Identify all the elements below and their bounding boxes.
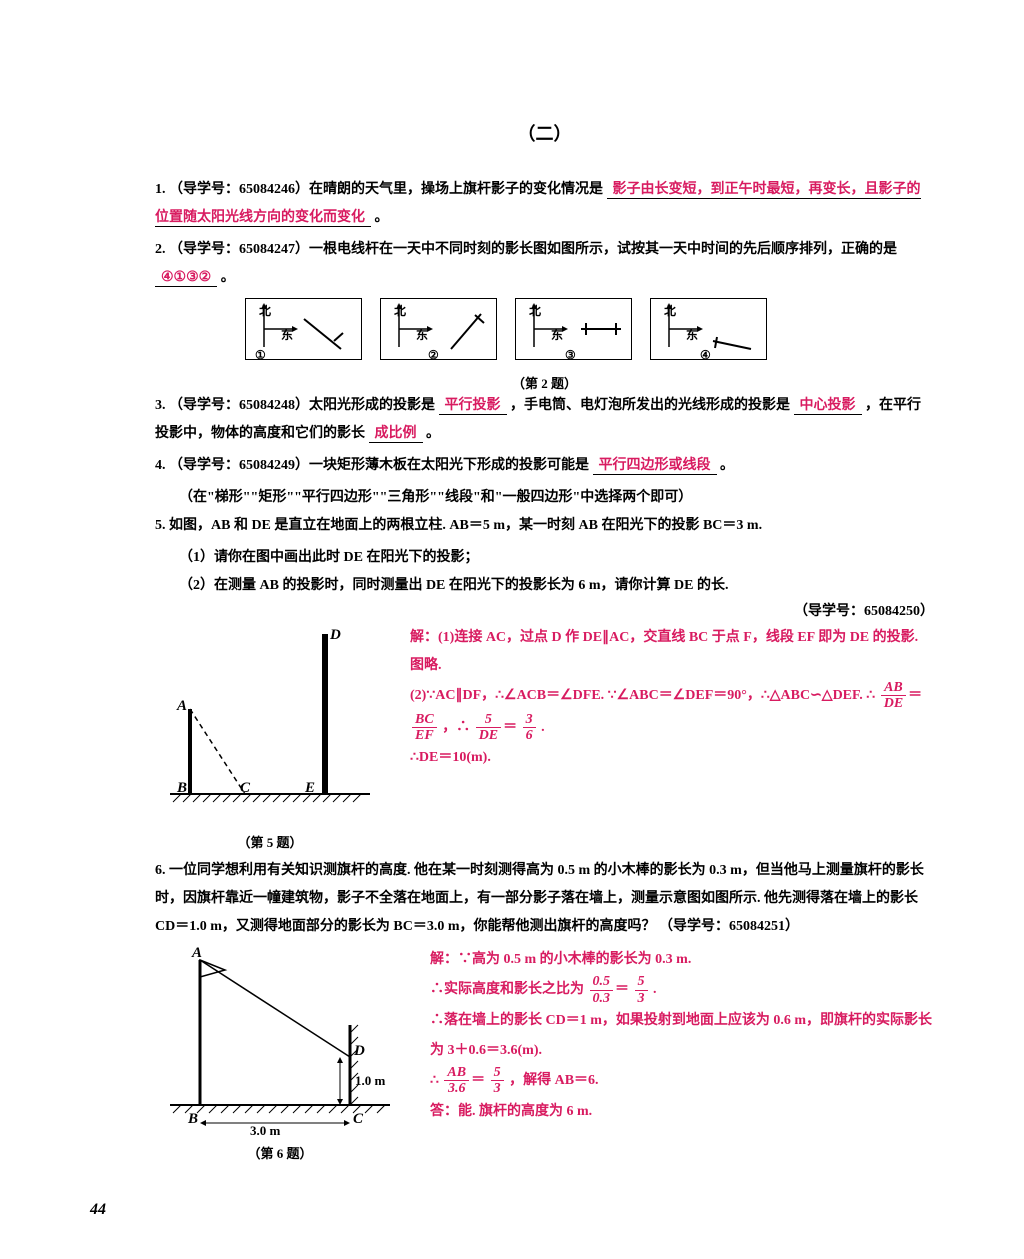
f2n: BC bbox=[412, 712, 437, 728]
question-2: 2. （导学号：65084247）一根电线杆在一天中不同时刻的影长图如图所示，试… bbox=[155, 236, 934, 292]
q6-caption: （第 6 题） bbox=[155, 1143, 405, 1162]
f3n: 5 bbox=[476, 712, 501, 728]
q6-body: A B C D 1.0 m 3.0 m （第 6 题） 解：∵高为 0.5 m … bbox=[155, 945, 934, 1162]
f3d: DE bbox=[476, 728, 501, 743]
svg-text:A: A bbox=[191, 945, 202, 961]
q5-sol2: (2)∵AC∥DF，∴∠ACB＝∠DFE. ∵∠ABC＝∠DEF＝90°，∴△A… bbox=[410, 680, 934, 744]
q5-sol3: ∴DE＝10(m). bbox=[410, 744, 934, 772]
q5-figure: A B C E D （第 5 题） bbox=[155, 624, 385, 851]
svg-text:3.0 m: 3.0 m bbox=[250, 1123, 281, 1135]
q6-solution: 解：∵高为 0.5 m 的小木棒的影长为 0.3 m. ∴实际高度和影长之比为 … bbox=[430, 945, 934, 1162]
page: （二） 1. （导学号：65084246）在晴朗的天气里，操场上旗杆影子的变化情… bbox=[0, 0, 1024, 1259]
f1n: AB bbox=[881, 680, 906, 696]
q6-sol4a: ∴ bbox=[430, 1073, 439, 1088]
q5-sol1: 解：(1)连接 AC，过点 D 作 DE∥AC，交直线 BC 于点 F，线段 E… bbox=[410, 624, 934, 680]
f4n: 3 bbox=[523, 712, 536, 728]
diag2-svg bbox=[381, 299, 496, 359]
svg-text:1.0 m: 1.0 m bbox=[355, 1073, 386, 1088]
q5-B: B bbox=[176, 780, 187, 796]
q5-ref: （导学号：65084250） bbox=[155, 600, 934, 620]
q3-b: ，手电筒、电灯泡所发出的光线形成的投影是 bbox=[510, 398, 790, 413]
q5-sol2a: (2)∵AC∥DF，∴∠ACB＝∠DFE. ∵∠ABC＝∠DEF＝90°，∴△A… bbox=[410, 688, 875, 703]
q6-a: 一位同学想利用有关知识测旗杆的高度. 他在某一时刻测得高为 0.5 m 的小木棒… bbox=[155, 863, 924, 934]
q3-ans2: 中心投影 bbox=[794, 398, 862, 415]
q2-answer: ④①③② bbox=[155, 270, 217, 287]
diag4-svg bbox=[651, 299, 766, 359]
q3-num: 3. bbox=[155, 398, 166, 413]
q2-diag-4 bbox=[650, 298, 767, 360]
f1d: DE bbox=[881, 696, 906, 711]
question-3: 3. （导学号：65084248）太阳光形成的投影是 平行投影 ，手电筒、电灯泡… bbox=[155, 392, 934, 448]
svg-text:C: C bbox=[353, 1111, 364, 1127]
q3-ans3: 成比例 bbox=[369, 426, 423, 443]
f6d: 3 bbox=[635, 991, 648, 1006]
q3-ans1: 平行投影 bbox=[439, 398, 507, 415]
q6-sol2a: ∴实际高度和影长之比为 bbox=[430, 983, 584, 998]
q5-E: E bbox=[304, 780, 315, 796]
svg-text:D: D bbox=[353, 1043, 365, 1059]
f5n: 0.5 bbox=[590, 974, 614, 990]
f8n: 5 bbox=[491, 1065, 504, 1081]
q5-sub2: （2）在测量 AB 的投影时，同时测量出 DE 在阳光下的投影长为 6 m，请你… bbox=[155, 572, 934, 600]
q4-tail: 。 bbox=[720, 458, 734, 473]
question-5: 5. 如图，AB 和 DE 是直立在地面上的两根立柱. AB＝5 m，某一时刻 … bbox=[155, 512, 934, 540]
q4-num: 4. bbox=[155, 458, 166, 473]
q6-sol4b: ，解得 AB＝6. bbox=[509, 1073, 598, 1088]
diag3-svg bbox=[516, 299, 631, 359]
f6n: 5 bbox=[635, 974, 648, 990]
q5-A: A bbox=[176, 698, 187, 714]
q6-num: 6. bbox=[155, 863, 166, 878]
f5d: 0.3 bbox=[590, 991, 614, 1006]
q4-a: （导学号：65084249）一块矩形薄木板在太阳光下形成的投影可能是 bbox=[169, 458, 589, 473]
q3-tail: 。 bbox=[426, 426, 440, 441]
q2-text: （导学号：65084247）一根电线杆在一天中不同时刻的影长图如图所示，试按其一… bbox=[169, 242, 897, 257]
q6-sol5: 答：能. 旗杆的高度为 6 m. bbox=[430, 1097, 934, 1126]
q2-diag-2 bbox=[380, 298, 497, 360]
q1-lead: （导学号：65084246）在晴朗的天气里，操场上旗杆影子的变化情况是 bbox=[169, 182, 603, 197]
q2-tail: 。 bbox=[221, 270, 235, 285]
q5-C: C bbox=[240, 780, 251, 796]
question-6: 6. 一位同学想利用有关知识测旗杆的高度. 他在某一时刻测得高为 0.5 m 的… bbox=[155, 857, 934, 941]
q1-num: 1. bbox=[155, 182, 166, 197]
q6-sol1: 解：∵高为 0.5 m 的小木棒的影长为 0.3 m. bbox=[430, 945, 934, 974]
q5-caption: （第 5 题） bbox=[155, 832, 385, 851]
q6-sol4: ∴ AB3.6＝ 53 ，解得 AB＝6. bbox=[430, 1065, 934, 1097]
diag1-svg bbox=[246, 299, 361, 359]
q4-ans: 平行四边形或线段 bbox=[593, 458, 717, 475]
f2d: EF bbox=[412, 728, 437, 743]
q2-num: 2. bbox=[155, 242, 166, 257]
f4d: 6 bbox=[523, 728, 536, 743]
f7n: AB bbox=[444, 1065, 469, 1081]
q5-sub2-text: （2）在测量 AB 的投影时，同时测量出 DE 在阳光下的投影长为 6 m，请你… bbox=[179, 578, 729, 593]
q5-solution: 解：(1)连接 AC，过点 D 作 DE∥AC，交直线 BC 于点 F，线段 E… bbox=[410, 624, 934, 851]
q6-sol2b: . bbox=[653, 983, 657, 998]
q6-ref: （导学号：65084251） bbox=[659, 919, 799, 934]
q6-sol3: ∴落在墙上的影长 CD＝1 m，如果投射到地面上应该为 0.6 m，即旗杆的实际… bbox=[430, 1006, 934, 1065]
q5-sol2b: ，∴ bbox=[442, 720, 470, 735]
question-4: 4. （导学号：65084249）一块矩形薄木板在太阳光下形成的投影可能是 平行… bbox=[155, 452, 934, 480]
q6-sol2: ∴实际高度和影长之比为 0.50.3＝ 53 . bbox=[430, 974, 934, 1006]
f8d: 3 bbox=[491, 1081, 504, 1096]
q5-sub1: （1）请你在图中画出此时 DE 在阳光下的投影； bbox=[155, 544, 934, 572]
q5-sol2c: . bbox=[541, 720, 545, 735]
q2-caption: （第 2 题） bbox=[155, 373, 934, 392]
section-title: （二） bbox=[155, 120, 934, 146]
q5-num: 5. bbox=[155, 518, 166, 533]
q6-figure: A B C D 1.0 m 3.0 m （第 6 题） bbox=[155, 945, 405, 1162]
q4-note: （在"梯形""矩形""平行四边形""三角形""线段"和"一般四边形"中选择两个即… bbox=[155, 484, 934, 512]
question-1: 1. （导学号：65084246）在晴朗的天气里，操场上旗杆影子的变化情况是 影… bbox=[155, 176, 934, 232]
q5-body: A B C E D （第 5 题） 解：(1)连接 AC，过点 D 作 DE∥A… bbox=[155, 624, 934, 851]
f7d: 3.6 bbox=[444, 1081, 469, 1096]
page-number: 44 bbox=[90, 1201, 106, 1219]
svg-text:B: B bbox=[187, 1111, 198, 1127]
q2-diag-1 bbox=[245, 298, 362, 360]
q1-tail: 。 bbox=[375, 210, 389, 225]
q5-text: 如图，AB 和 DE 是直立在地面上的两根立柱. AB＝5 m，某一时刻 AB … bbox=[169, 518, 762, 533]
q2-diag-3 bbox=[515, 298, 632, 360]
q3-a: （导学号：65084248）太阳光形成的投影是 bbox=[169, 398, 435, 413]
q5-D: D bbox=[329, 627, 341, 643]
